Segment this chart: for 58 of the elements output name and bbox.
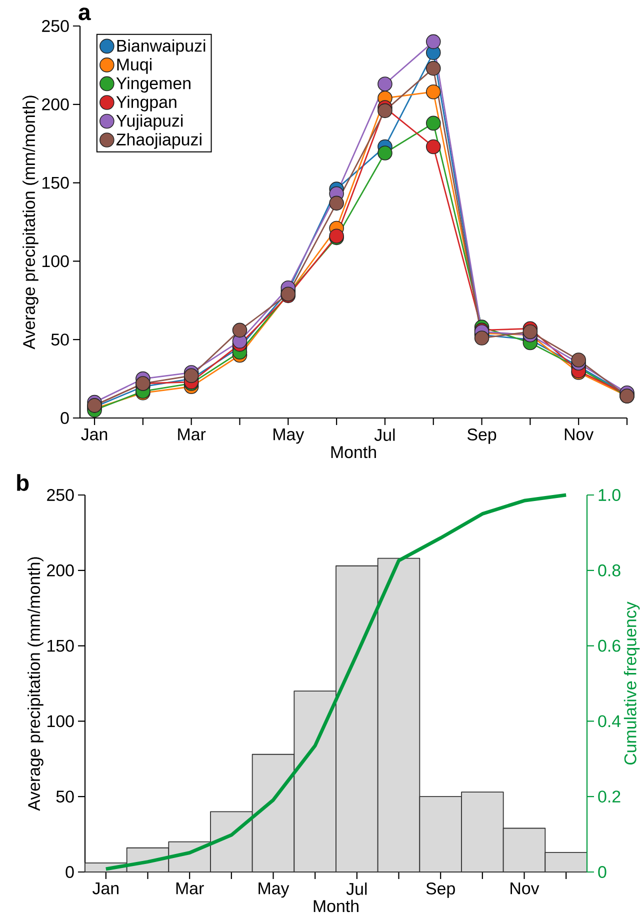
y2-tick-label: 0.8 [598, 564, 620, 576]
x-tick-label: May [274, 428, 304, 444]
point [426, 116, 441, 131]
x-tick-label: Nov [510, 882, 540, 894]
y-tick-label: 50 [51, 334, 69, 346]
point [571, 352, 586, 368]
y2-tick-label: 0.4 [598, 715, 621, 728]
y2-tick-label: 0.6 [598, 640, 620, 652]
y-tick-label: 250 [47, 488, 74, 501]
point [474, 330, 490, 346]
y2-tick-label: 0 [598, 866, 606, 878]
y-axis-title: Average precipitation (mm/month) [28, 557, 44, 811]
legend-label: Yujiapuzi [116, 114, 183, 130]
legend-label: Yingemen [116, 76, 190, 93]
x-tick-label: Sep [426, 882, 455, 898]
point [426, 84, 441, 100]
y-tick-label: 150 [42, 176, 69, 189]
legend-label: Yingpan [116, 96, 176, 112]
y-axis-title: Average precipitation (mm/month) [22, 96, 38, 350]
point [329, 196, 344, 211]
x-tick-label: Sep [467, 428, 496, 444]
point [426, 139, 441, 154]
point [378, 76, 392, 92]
y-tick-label: 0 [60, 412, 69, 424]
y2-tick-label: 1.0 [598, 488, 620, 501]
legend-label: Muqi [117, 58, 152, 74]
y-tick-label: 100 [48, 715, 74, 728]
point [426, 34, 441, 50]
point [232, 322, 248, 338]
y2-axis-title: Cumulative frequency [624, 602, 640, 765]
point [522, 324, 538, 340]
x-tick-label: Mar [176, 882, 204, 894]
legend-label: Zhaojiapuzi [116, 133, 202, 149]
y-tick-label: 200 [47, 564, 74, 576]
x-axis-title: Month [331, 446, 376, 458]
y-tick-label: 250 [42, 20, 69, 32]
point [378, 103, 392, 118]
y-tick-label: 0 [66, 866, 74, 878]
y-tick-label: 100 [42, 255, 69, 268]
x-axis-title: Month [314, 900, 358, 912]
x-tick-label: Jan [92, 882, 118, 894]
y-tick-label: 50 [56, 790, 74, 803]
x-tick-label: Jul [374, 428, 395, 441]
point [378, 146, 392, 160]
chart-title: a [78, 8, 91, 20]
point [184, 368, 199, 384]
chart-title: b [17, 474, 29, 491]
legend-label: Bianwaipuzi [117, 39, 206, 56]
x-tick-label: May [258, 882, 290, 898]
y-tick-label: 150 [48, 640, 74, 652]
x-tick-label: Nov [564, 428, 594, 440]
x-tick-label: Jul [346, 882, 367, 895]
point [426, 60, 441, 76]
line-series [104, 493, 568, 871]
y-tick-label: 200 [42, 98, 69, 110]
x-tick-label: Mar [178, 428, 206, 440]
x-tick-label: Jan [81, 428, 108, 440]
y2-tick-label: 0.2 [598, 790, 620, 803]
